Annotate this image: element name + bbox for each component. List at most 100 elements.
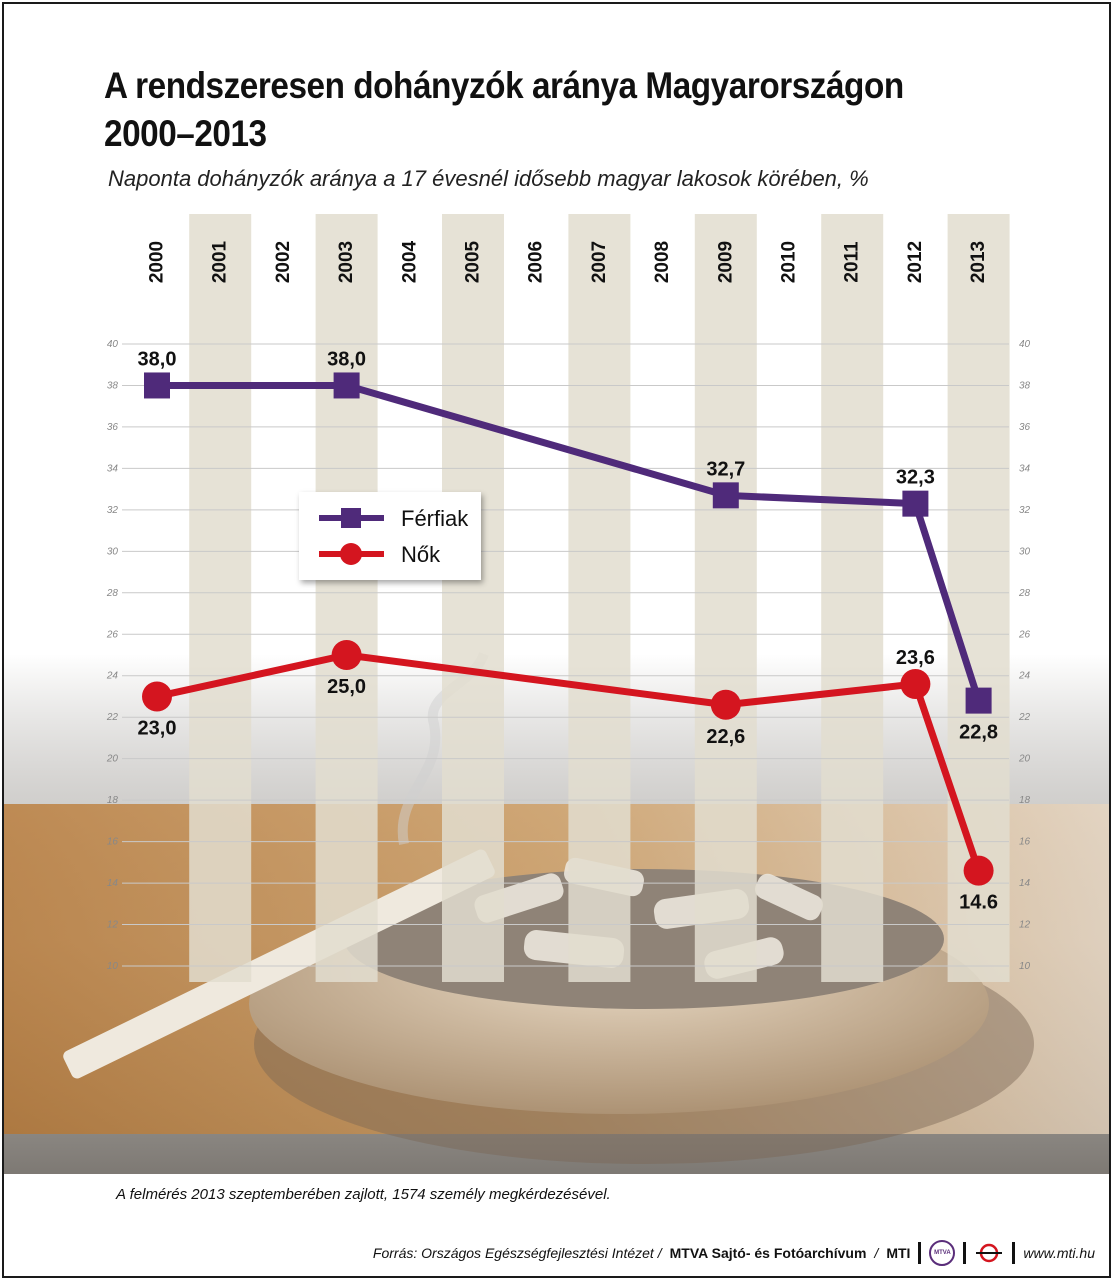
series-markers	[142, 372, 994, 886]
year-stripe-2007	[568, 214, 631, 982]
y-tick-right-30: 30	[1019, 546, 1031, 557]
mtva-logo-icon: MTVA	[929, 1240, 956, 1266]
y-tick-left-22: 22	[106, 712, 119, 723]
marker-men-2000	[144, 372, 170, 399]
x-tick-2007: 2007	[589, 241, 610, 283]
footer-divider	[963, 1242, 967, 1264]
data-label-women-2003: 25,0	[327, 676, 366, 698]
y-tick-right-26: 26	[1018, 629, 1031, 640]
x-tick-2011: 2011	[842, 241, 863, 283]
y-tick-right-38: 38	[1019, 380, 1031, 391]
x-axis-year-labels: 2000 2001 2002 2003 2004 2005 2006 2007 2008 2009…	[147, 240, 990, 283]
footer-website-link[interactable]: www.mti.hu	[1023, 1245, 1095, 1261]
data-label-women-2013: 14.6	[959, 892, 998, 914]
y-tick-left-40: 40	[107, 339, 119, 350]
footer-mti: MTI	[886, 1245, 911, 1261]
x-tick-2008: 2008	[652, 241, 673, 283]
y-tick-right-24: 24	[1018, 671, 1031, 682]
y-tick-right-34: 34	[1019, 463, 1031, 474]
marker-women-2003	[331, 640, 362, 670]
legend-women-label: Nők	[401, 542, 441, 567]
subtitle: Naponta dohányzók aránya a 17 évesnél id…	[108, 166, 869, 191]
y-tick-right-10: 10	[1019, 961, 1031, 972]
marker-women-2000	[142, 681, 172, 712]
year-stripe-2003	[315, 214, 378, 982]
y-tick-left-34: 34	[107, 463, 119, 474]
x-tick-2003: 2003	[336, 241, 357, 283]
x-tick-2000: 2000	[147, 241, 168, 283]
title-line-2: 2000–2013	[104, 113, 267, 154]
mti-logo-icon	[976, 1243, 1003, 1263]
y-tick-right-28: 28	[1018, 588, 1031, 599]
footer-source: Forrás: Országos Egészségfejlesztési Int…	[372, 1245, 662, 1261]
y-axis-right: 10 12 14 16 18 20 22 24 26 28 30 32 34 36 38 40	[1018, 339, 1031, 972]
footer-org: MTVA Sajtó- és Fotóarchívum	[669, 1245, 867, 1261]
x-tick-2009: 2009	[715, 241, 736, 283]
y-tick-left-12: 12	[107, 920, 119, 931]
y-tick-left-20: 20	[106, 754, 119, 765]
data-label-men-2012: 32,3	[896, 467, 935, 489]
title-line-1: A rendszeresen dohányzók aránya Magyaror…	[104, 65, 904, 106]
y-tick-right-20: 20	[1018, 754, 1031, 765]
data-labels: 38,0 38,0 32,7 32,3 22,8 23,0 25,0 22,6 23,6 14.6	[138, 348, 999, 913]
marker-men-2013	[965, 687, 992, 714]
data-label-men-2000: 38,0	[138, 348, 177, 370]
y-axis-left: 10 12 14 16 18 20 22 24 26 28 30 32 34 36 38 40	[106, 339, 119, 972]
x-tick-2005: 2005	[463, 240, 484, 283]
marker-men-2009	[712, 482, 739, 509]
x-tick-2006: 2006	[526, 241, 547, 283]
y-tick-left-14: 14	[107, 878, 119, 889]
x-tick-2001: 2001	[210, 240, 231, 283]
y-tick-left-10: 10	[107, 961, 119, 972]
year-stripe-2013	[947, 214, 1010, 982]
y-tick-right-32: 32	[1019, 505, 1031, 516]
y-tick-left-16: 16	[107, 837, 119, 848]
gridlines	[122, 343, 1009, 967]
year-stripe-2009	[694, 214, 757, 982]
year-stripe-2011	[821, 214, 884, 982]
marker-men-2003	[333, 372, 360, 399]
x-tick-2010: 2010	[779, 241, 800, 283]
y-tick-left-24: 24	[106, 671, 119, 682]
y-tick-right-18: 18	[1019, 795, 1031, 806]
legend-men-marker	[341, 508, 361, 528]
legend-men-label: Férfiak	[401, 506, 469, 531]
x-tick-2002: 2002	[273, 241, 294, 283]
y-tick-right-12: 12	[1019, 920, 1031, 931]
marker-women-2009	[710, 689, 741, 720]
footer: Forrás: Országos Egészségfejlesztési Int…	[373, 1240, 1095, 1266]
legend: Férfiak Nők	[299, 492, 481, 580]
data-label-women-2000: 23,0	[138, 717, 177, 739]
survey-note: A felmérés 2013 szeptemberében zajlott, …	[116, 1186, 611, 1203]
y-tick-right-22: 22	[1018, 712, 1031, 723]
legend-women-marker	[340, 543, 362, 565]
marker-women-2013	[963, 855, 994, 886]
y-tick-left-30: 30	[107, 546, 119, 557]
y-tick-left-38: 38	[107, 380, 119, 391]
x-tick-2004: 2004	[399, 240, 420, 283]
footer-divider	[1012, 1242, 1016, 1264]
y-tick-left-32: 32	[107, 505, 119, 516]
year-stripe-2001	[189, 214, 252, 982]
y-tick-left-28: 28	[106, 588, 119, 599]
year-column-stripes	[189, 214, 1010, 982]
data-label-men-2013: 22,8	[959, 722, 998, 744]
marker-women-2012	[900, 669, 931, 700]
data-label-women-2009: 22,6	[706, 726, 745, 748]
page-title: A rendszeresen dohányzók aránya Magyaror…	[104, 62, 904, 158]
data-label-men-2003: 38,0	[327, 348, 366, 370]
y-tick-right-36: 36	[1019, 422, 1031, 433]
y-tick-right-14: 14	[1019, 878, 1031, 889]
y-tick-right-40: 40	[1019, 339, 1031, 350]
marker-men-2012	[902, 490, 929, 517]
x-tick-2013: 2013	[968, 241, 989, 283]
y-tick-left-26: 26	[106, 629, 119, 640]
footer-org-separator: /	[874, 1245, 879, 1261]
year-stripe-2005	[442, 214, 504, 982]
data-label-women-2012: 23,6	[896, 647, 935, 669]
y-tick-right-16: 16	[1019, 837, 1031, 848]
y-tick-left-18: 18	[107, 795, 119, 806]
y-tick-left-36: 36	[107, 422, 119, 433]
